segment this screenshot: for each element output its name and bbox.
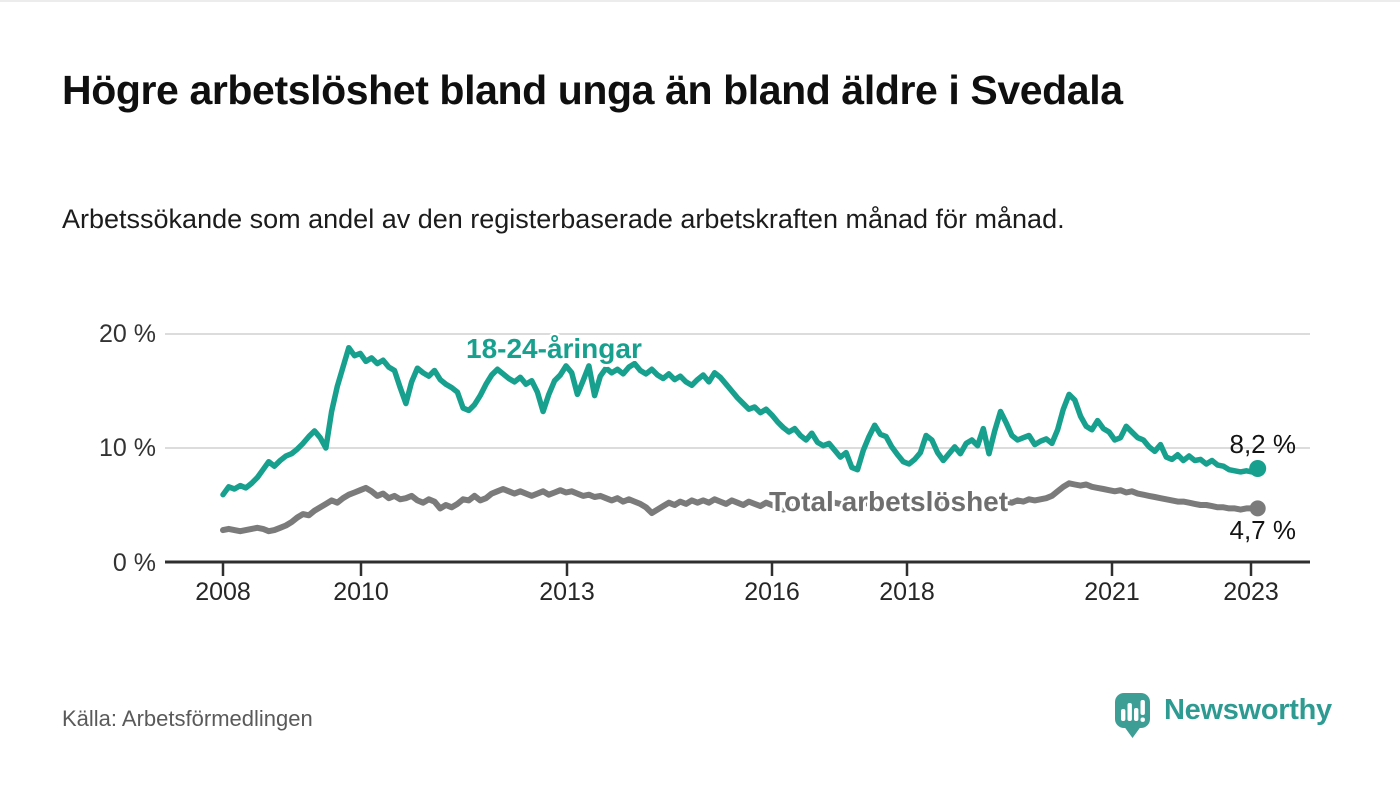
youth-end-value-label: 8,2 %	[1229, 429, 1297, 459]
source-credit: Källa: Arbetsförmedlingen	[62, 706, 313, 731]
x-tick-label-2023: 2023	[1223, 578, 1279, 606]
x-tick-label-2021: 2021	[1084, 578, 1140, 606]
x-tick-label-2018: 2018	[879, 578, 935, 606]
youth-series-label: 18-24-åringar	[466, 333, 642, 364]
youth-unemployment-line	[220, 344, 1261, 498]
x-tick-label-2010: 2010	[333, 578, 389, 606]
x-tick-label-2008: 2008	[195, 578, 251, 606]
page-title: Högre arbetslöshet bland unga än bland ä…	[62, 67, 1123, 113]
y-tick-label-0: 0 %	[112, 549, 156, 577]
page-subtitle: Arbetssökande som andel av den registerb…	[62, 204, 1065, 234]
newsworthy-wordmark: Newsworthy	[1164, 694, 1332, 726]
y-tick-label-20: 20 %	[99, 320, 156, 348]
y-tick-label-10: 10 %	[99, 434, 156, 462]
x-tick-label-2013: 2013	[539, 578, 595, 606]
x-axis-ticks	[221, 563, 1253, 576]
total-end-dot	[1249, 500, 1266, 517]
x-tick-label-2016: 2016	[744, 578, 800, 606]
total-unemployment-line	[220, 480, 1261, 535]
youth-end-dot	[1249, 460, 1267, 477]
total-end-value-label: 4,7 %	[1229, 515, 1297, 545]
total-series-label: Total arbetslöshet	[769, 486, 1009, 517]
newsworthy-logo-icon	[1115, 693, 1150, 738]
